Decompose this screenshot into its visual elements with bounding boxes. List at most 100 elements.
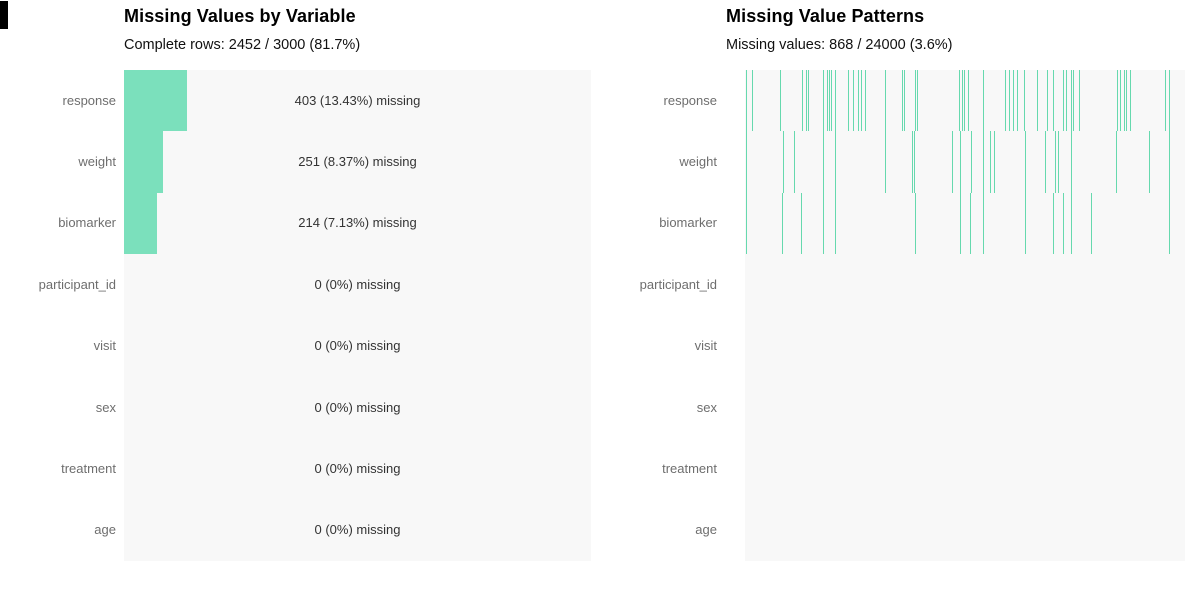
missing-tick — [806, 70, 808, 132]
left-panel-subtitle: Complete rows: 2452 / 3000 (81.7%) — [124, 37, 361, 53]
variable-label: treatment — [61, 460, 116, 476]
missing-tick — [990, 131, 992, 193]
missing-tick — [994, 131, 996, 193]
missing-tick — [800, 192, 802, 255]
missing-tick — [835, 70, 837, 132]
missing-tick — [780, 70, 782, 132]
missing-tick — [1024, 192, 1026, 255]
missing-tick — [1053, 70, 1054, 132]
missing-by-variable-plot: 403 (13.43%) missing 251 (8.37%) missing 2… — [124, 70, 591, 561]
missing-tick — [835, 192, 837, 255]
missing-bar — [124, 70, 187, 132]
missing-tick — [902, 70, 904, 132]
variable-label: weight — [679, 154, 717, 170]
missing-tick — [1130, 70, 1131, 132]
variable-label: age — [695, 522, 717, 538]
bar-value-label: 251 (8.37%) missing — [298, 154, 417, 170]
missing-tick — [782, 131, 784, 193]
missing-tick — [1078, 70, 1080, 132]
bar-value-label: 403 (13.43%) missing — [294, 92, 421, 108]
variable-label: response — [62, 92, 116, 108]
right-panel-subtitle: Missing values: 868 / 24000 (3.6%) — [726, 37, 953, 53]
missing-tick — [1023, 70, 1025, 132]
variable-label: weight — [78, 154, 116, 170]
missing-tick — [1126, 70, 1128, 132]
left-panel-title: Missing Values by Variable — [124, 6, 356, 26]
missing-tick — [1071, 70, 1073, 132]
missing-tick — [914, 192, 916, 255]
bar-value-label: 0 (0%) missing — [314, 276, 401, 292]
missing-tick — [903, 70, 905, 132]
missing-tick — [983, 70, 985, 132]
missing-tick — [802, 70, 804, 132]
missing-tick — [826, 70, 828, 132]
missing-tick — [1116, 70, 1118, 132]
bar-value-label: 0 (0%) missing — [314, 338, 401, 354]
missing-tick — [835, 131, 837, 193]
missing-tick — [746, 192, 748, 255]
screen-edge-artifact — [0, 1, 8, 29]
right-axis-variable-labels: response weight biomarker participant_id vis… — [597, 70, 717, 561]
missing-tick — [852, 70, 854, 132]
missing-bar — [124, 192, 158, 255]
missing-tick — [983, 131, 985, 193]
missing-tick — [865, 70, 867, 132]
missing-tick — [781, 192, 783, 255]
missing-tick — [1055, 131, 1057, 193]
missing-tick — [793, 131, 795, 193]
variable-label: sex — [696, 399, 717, 415]
missing-tick — [914, 70, 916, 132]
missing-tick — [1119, 70, 1121, 132]
right-panel-title: Missing Value Patterns — [726, 6, 925, 26]
variable-label: visit — [93, 338, 116, 354]
missing-bar — [124, 131, 164, 193]
missing-tick — [1115, 131, 1117, 193]
missing-pattern-plot — [745, 70, 1185, 561]
missing-tick — [746, 70, 748, 132]
variable-label: response — [663, 92, 717, 108]
missing-tick — [884, 131, 886, 193]
missing-tick — [1012, 70, 1014, 132]
bar-value-label: 0 (0%) missing — [314, 522, 401, 538]
missing-tick — [1169, 70, 1171, 132]
missing-tick — [1072, 70, 1074, 132]
missing-tick — [1063, 192, 1065, 255]
missing-tick — [807, 70, 809, 132]
missing-tick — [960, 131, 962, 193]
missing-tick — [1005, 70, 1007, 132]
missing-tick — [1046, 70, 1048, 132]
missing-tick — [1009, 70, 1010, 132]
missing-tick — [1057, 131, 1059, 193]
bar-value-label: 214 (7.13%) missing — [298, 215, 417, 231]
missing-tick — [1063, 70, 1065, 132]
missing-tick — [1045, 131, 1047, 193]
missing-tick — [960, 192, 962, 255]
missing-tick — [1169, 192, 1171, 255]
variable-label: biomarker — [58, 215, 116, 231]
missing-tick — [822, 131, 824, 193]
missing-tick — [1071, 131, 1073, 193]
missing-tick — [822, 70, 824, 132]
variable-label: age — [94, 522, 116, 538]
missing-tick — [969, 192, 971, 255]
missing-tick — [829, 70, 831, 132]
missing-tick — [822, 192, 824, 255]
missing-tick — [847, 70, 849, 132]
missing-tick — [1053, 192, 1054, 255]
missing-tick — [1066, 70, 1068, 132]
missing-tick — [1165, 70, 1167, 132]
missing-tick — [1016, 70, 1018, 132]
missing-tick — [752, 70, 754, 132]
missing-tick — [746, 131, 748, 193]
bar-value-label: 0 (0%) missing — [314, 460, 401, 476]
missing-tick — [1090, 192, 1092, 255]
missing-tick — [861, 70, 863, 132]
missing-tick — [951, 131, 953, 193]
missing-tick — [1123, 70, 1125, 132]
missing-tick — [913, 131, 915, 193]
missing-tick — [830, 70, 832, 132]
variable-label: treatment — [662, 460, 717, 476]
missing-tick — [958, 70, 960, 132]
missing-tick — [964, 70, 966, 132]
